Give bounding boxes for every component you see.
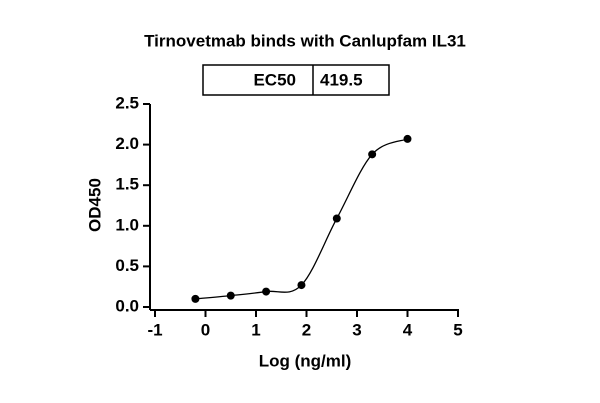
- y-tick-label: 2.5: [115, 93, 139, 112]
- x-axis-label: Log (ng/ml): [259, 351, 352, 370]
- data-point: [332, 214, 341, 223]
- y-tick-label: 0.0: [115, 296, 139, 315]
- ec50-box: [202, 64, 390, 96]
- y-tick-label: 1.5: [115, 175, 139, 194]
- x-tick-label: 2: [302, 320, 311, 339]
- x-tick-label: -1: [147, 320, 162, 339]
- y-tick-label: 0.5: [115, 256, 139, 275]
- ec50-label: EC50: [253, 70, 296, 89]
- x-tick-label: 0: [201, 320, 210, 339]
- ec50-value: 419.5: [320, 70, 363, 89]
- x-tick-label: 5: [453, 320, 462, 339]
- y-tick-label: 1.0: [115, 215, 139, 234]
- data-point: [297, 281, 306, 290]
- data-point: [191, 294, 200, 303]
- y-tick-label: 2.0: [115, 134, 139, 153]
- data-point: [368, 150, 377, 159]
- x-tick-label: 1: [251, 320, 260, 339]
- fit-curve: [195, 138, 408, 300]
- y-axis-label: OD450: [85, 178, 104, 232]
- x-tick-label: 3: [352, 320, 361, 339]
- chart-title: Tirnovetmab binds with Canlupfam IL31: [144, 31, 466, 50]
- data-point: [403, 134, 412, 143]
- x-tick-label: 4: [403, 320, 413, 339]
- data-point: [262, 287, 271, 296]
- data-point: [226, 291, 235, 300]
